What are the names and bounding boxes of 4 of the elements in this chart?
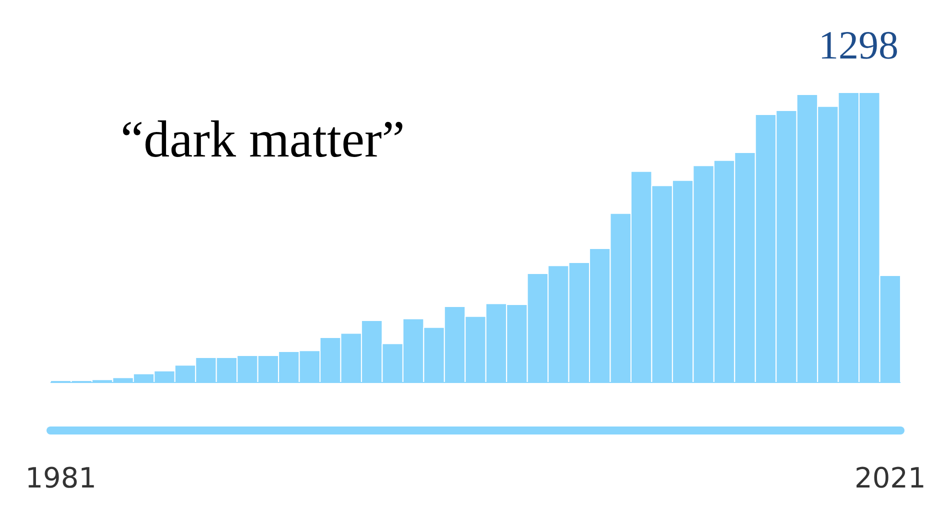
x-tick-label: 1981 [25, 462, 97, 494]
x-tick-label: 2021 [854, 462, 926, 494]
chart-title: “dark matter” [120, 112, 405, 168]
text: 1298 [818, 22, 898, 68]
